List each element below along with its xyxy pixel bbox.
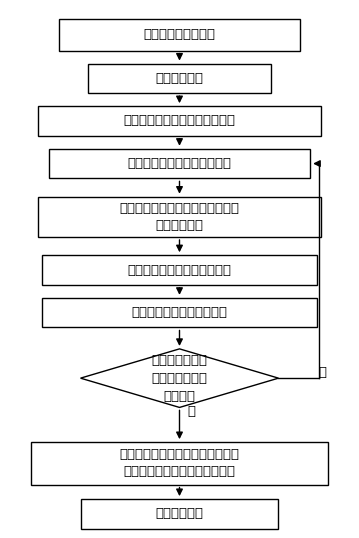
FancyBboxPatch shape bbox=[88, 63, 271, 93]
FancyBboxPatch shape bbox=[42, 298, 317, 327]
Text: 抽取当前共面元共方位角道集: 抽取当前共面元共方位角道集 bbox=[127, 157, 232, 170]
Text: 逐道计算回折点速度和深度: 逐道计算回折点速度和深度 bbox=[131, 306, 228, 319]
Text: 逐道计算射线参数和速度梯度: 逐道计算射线参数和速度梯度 bbox=[127, 264, 232, 277]
Text: 利用已计算的回折点速度、深度计
算离散速度模型所有网格点速度: 利用已计算的回折点速度、深度计 算离散速度模型所有网格点速度 bbox=[120, 448, 239, 478]
FancyBboxPatch shape bbox=[49, 149, 310, 178]
Text: 计算地表速度: 计算地表速度 bbox=[155, 72, 204, 85]
FancyBboxPatch shape bbox=[42, 256, 317, 285]
Text: 否: 否 bbox=[188, 405, 196, 418]
FancyBboxPatch shape bbox=[38, 107, 321, 136]
Text: 是否有未经处理
的共面元共方位
角道集？: 是否有未经处理 的共面元共方位 角道集？ bbox=[151, 353, 208, 402]
Text: 输出速度模型: 输出速度模型 bbox=[155, 507, 204, 520]
Text: 是: 是 bbox=[319, 366, 327, 379]
Text: 将当前道集内的地震道按照偏移距
从小到大排序: 将当前道集内的地震道按照偏移距 从小到大排序 bbox=[120, 202, 239, 232]
Polygon shape bbox=[80, 349, 279, 407]
FancyBboxPatch shape bbox=[80, 499, 279, 528]
Text: 获取共面元共方位角道集并编号: 获取共面元共方位角道集并编号 bbox=[123, 115, 236, 128]
FancyBboxPatch shape bbox=[31, 442, 328, 485]
FancyBboxPatch shape bbox=[38, 197, 321, 237]
Text: 获取回折波走时数据: 获取回折波走时数据 bbox=[144, 28, 215, 41]
FancyBboxPatch shape bbox=[59, 19, 300, 51]
